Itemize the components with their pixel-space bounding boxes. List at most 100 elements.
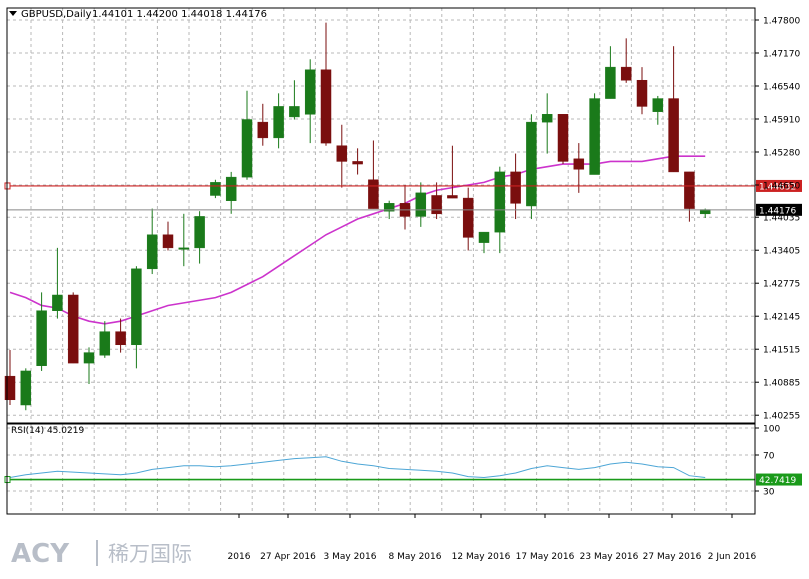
candle [162,221,174,251]
rsi-line [9,456,706,479]
watermark-chinese: 稀万国际 [108,542,192,566]
current-price-tag [756,203,802,216]
candle-body [225,176,237,201]
candle-body [4,375,16,401]
candle-body [478,231,490,243]
candle [115,318,126,353]
candle-body [652,98,664,112]
candle [447,145,458,199]
candle [431,182,442,220]
candle [415,182,427,227]
candle [652,95,664,125]
candle [146,208,158,275]
candle-body [415,192,427,217]
candle-body [273,106,284,139]
chart-menu-arrow-icon[interactable] [9,11,17,16]
moving-average-line [9,155,706,325]
price-tick-label: 1.40255 [763,412,800,422]
candle-body [131,268,142,346]
rsi-level-tag [756,473,802,486]
candle [241,90,253,180]
price-level-tag [756,179,802,192]
candle-body [20,370,32,406]
price-tick-label: 1.42775 [763,280,800,290]
rsi-label: RSI(14) 45.0219 [11,426,84,436]
price-tick-label: 1.42145 [763,313,800,323]
candle-body [162,234,174,249]
ohlc-label: 1.44101 1.44200 1.44018 1.44176 [92,9,267,20]
axes: 1.47800 1.47170 1.46540 1.45910 1.45280 1.446… [6,7,800,562]
price-tick-label: 1.40885 [763,379,800,389]
candle [320,22,332,146]
candle [573,143,585,193]
candle-body [178,247,190,250]
price-level-value: 1.44632 [759,182,796,192]
price-tick-label: 1.44035 [763,214,800,224]
candle [620,38,632,83]
candle [99,321,111,358]
candle [557,114,569,165]
time-tick-label: 2016 [228,552,251,562]
candle-body [684,171,695,209]
rsi-tick-label: 70 [763,452,775,462]
candle-body [304,69,316,115]
price-tick-label: 1.41515 [763,346,800,356]
candle [462,187,474,251]
candle [636,67,648,115]
candle-body [210,182,221,196]
time-tick-label: 27 Apr 2016 [260,552,316,562]
candle [352,148,363,175]
rsi-tick-label: 100 [763,425,780,435]
candle-body [431,195,442,215]
time-tick-label: 17 May 2016 [516,552,575,562]
price-tick-label: 1.46540 [763,83,800,93]
candle-body [494,171,506,233]
candle [83,347,95,385]
candle-body [383,203,395,212]
rsi-panel: RSI(14) 45.0219 42.7419 [4,426,802,486]
candle [668,46,679,173]
price-tick-label: 1.47170 [763,50,800,60]
candle-body [289,106,300,118]
candle-body [257,121,269,139]
candle [36,292,47,371]
candle [605,46,616,99]
candle [526,114,537,220]
candle [194,211,205,264]
candle [67,292,79,364]
candle [684,171,695,222]
time-tick-label: 27 May 2016 [643,552,702,562]
candle-body [636,79,648,107]
candle-body [320,69,332,144]
candle [131,266,142,369]
candle [52,247,63,319]
candle-body [541,114,553,123]
candle [541,93,553,154]
candle [257,103,269,146]
candle-body [510,171,521,204]
candle-body [115,331,126,346]
candle [289,80,300,120]
candle-body [589,98,600,175]
candle-body [83,352,95,364]
candles [4,22,711,411]
chart-header: GBPUSD,Daily 1.44101 1.44200 1.44018 1.4… [9,9,267,20]
plot-frame [6,7,756,515]
symbol-label: GBPUSD,Daily [21,9,92,20]
rsi-level-value: 42.7419 [759,476,796,486]
candle-body [668,98,679,173]
horizontal-lines: 1.44632 1.44176 [4,179,802,216]
candle-body [352,161,363,165]
candle [273,93,284,149]
candle-body [620,66,632,81]
candle [589,93,600,175]
candle [304,59,316,144]
candle-body [557,114,569,162]
candle-body [99,331,111,356]
candle-body [526,121,537,207]
price-tick-label: 1.47800 [763,17,800,27]
candle-body [573,158,585,170]
candle [20,368,32,411]
price-tick-label: 1.45280 [763,149,800,159]
